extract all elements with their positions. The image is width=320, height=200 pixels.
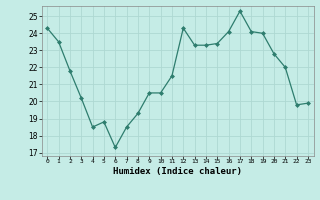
X-axis label: Humidex (Indice chaleur): Humidex (Indice chaleur)	[113, 167, 242, 176]
